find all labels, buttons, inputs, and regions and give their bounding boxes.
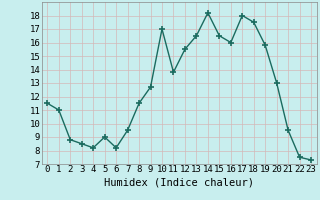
- X-axis label: Humidex (Indice chaleur): Humidex (Indice chaleur): [104, 177, 254, 187]
